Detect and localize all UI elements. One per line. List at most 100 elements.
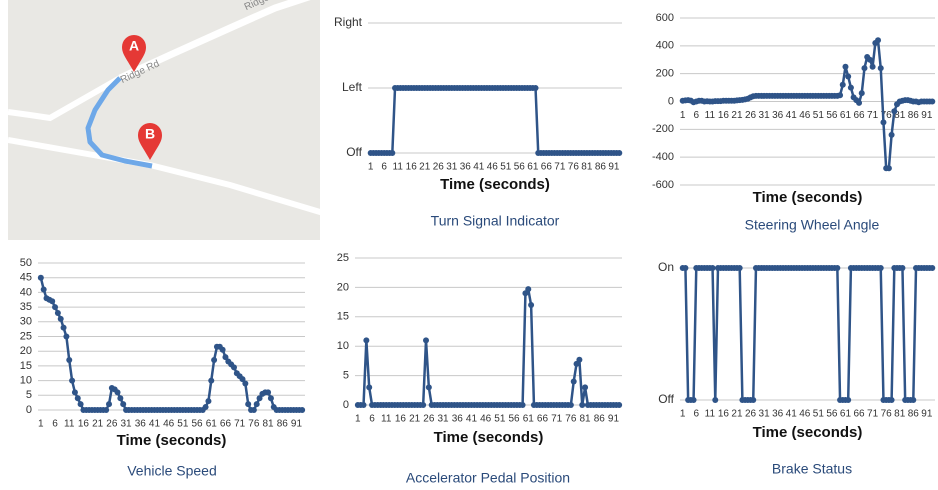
y-tick-label: -400 xyxy=(652,151,674,163)
data-line xyxy=(39,277,303,412)
x-tick-label: 51 xyxy=(494,414,506,425)
x-tick-label: 86 xyxy=(595,162,607,173)
road xyxy=(8,75,122,122)
y-tick-label: 25 xyxy=(20,330,32,342)
x-tick-label: 51 xyxy=(813,409,825,420)
x-axis-label: Time (seconds) xyxy=(434,429,544,446)
x-tick-label: 66 xyxy=(537,414,549,425)
data-point xyxy=(205,398,212,405)
x-tick-label: 1 xyxy=(355,414,361,425)
x-tick-label: 21 xyxy=(92,419,104,430)
data-line xyxy=(682,266,933,402)
data-point xyxy=(54,309,61,316)
data-point xyxy=(856,99,863,106)
x-tick-label: 11 xyxy=(381,414,392,425)
data-point xyxy=(847,84,854,91)
data-point xyxy=(888,397,895,403)
x-tick-label: 41 xyxy=(149,419,161,430)
x-tick-label: 21 xyxy=(409,414,421,425)
data-point xyxy=(106,401,113,408)
x-tick-label: 11 xyxy=(64,419,75,430)
data-point xyxy=(299,407,306,413)
y-tick-label: 20 xyxy=(20,345,32,357)
marker-label: B xyxy=(145,126,155,142)
data-point xyxy=(222,354,229,361)
data-point xyxy=(37,274,44,281)
x-tick-label: 1 xyxy=(368,162,374,173)
data-point xyxy=(736,265,743,271)
data-point xyxy=(861,65,868,72)
data-line xyxy=(370,86,620,155)
data-point xyxy=(709,265,716,271)
y-tick-label: Off xyxy=(658,392,674,406)
route xyxy=(85,76,153,169)
data-point xyxy=(69,377,76,384)
marker-label: A xyxy=(129,38,139,54)
data-point xyxy=(579,402,586,408)
data-point xyxy=(250,407,257,413)
x-tick-label: 86 xyxy=(277,419,289,430)
x-tick-label: 66 xyxy=(220,419,232,430)
x-tick-label: 81 xyxy=(263,419,275,430)
map-background xyxy=(8,0,320,240)
chart-title: Accelerator Pedal Position xyxy=(406,470,570,485)
data-point xyxy=(885,165,892,172)
data-point xyxy=(242,380,249,387)
data-point xyxy=(532,85,539,91)
data-point xyxy=(60,324,67,331)
x-axis-label: Time (seconds) xyxy=(440,176,550,193)
x-tick-label: 1 xyxy=(38,419,44,430)
x-tick-label: 31 xyxy=(759,409,771,420)
x-tick-label: 6 xyxy=(369,414,375,425)
data-line xyxy=(357,287,620,407)
data-point xyxy=(616,402,623,408)
data-point xyxy=(845,397,852,403)
y-tick-label: Off xyxy=(346,145,362,159)
y-tick-label: 10 xyxy=(337,340,349,352)
x-tick-label: 86 xyxy=(908,110,920,121)
data-point xyxy=(366,384,373,391)
marker[interactable]: B xyxy=(138,123,162,160)
data-point xyxy=(74,395,81,402)
x-tick-label: 66 xyxy=(541,162,553,173)
x-tick-label: 66 xyxy=(853,110,865,121)
data-point xyxy=(576,356,583,363)
data-point xyxy=(519,402,526,408)
data-point xyxy=(253,401,260,408)
data-point xyxy=(839,81,846,88)
x-tick-label: 26 xyxy=(433,162,445,173)
data-point xyxy=(40,286,47,293)
data-point xyxy=(120,401,127,408)
x-tick-label: 76 xyxy=(248,419,260,430)
data-point xyxy=(834,265,841,271)
chart-title: Brake Status xyxy=(772,461,852,477)
data-point xyxy=(63,333,70,340)
x-tick-label: 46 xyxy=(799,409,811,420)
marker[interactable]: A xyxy=(122,35,146,72)
data-point xyxy=(682,265,689,271)
x-tick-label: 56 xyxy=(826,110,838,121)
data-point xyxy=(880,119,887,126)
x-tick-label: 26 xyxy=(423,414,435,425)
y-tick-label: 25 xyxy=(337,252,349,264)
x-axis-label: Time (seconds) xyxy=(753,189,863,206)
x-tick-label: 76 xyxy=(568,162,580,173)
chart-title: Vehicle Speed xyxy=(127,463,217,479)
x-tick-label: 71 xyxy=(551,414,563,425)
x-tick-label: 1 xyxy=(680,409,686,420)
x-tick-label: 71 xyxy=(867,110,879,121)
data-point xyxy=(837,92,844,99)
data-point xyxy=(363,337,370,344)
x-tick-label: 61 xyxy=(527,162,539,173)
x-tick-label: 76 xyxy=(881,409,893,420)
data-point xyxy=(77,401,84,408)
x-tick-label: 1 xyxy=(680,110,686,121)
x-tick-label: 16 xyxy=(78,419,90,430)
data-point xyxy=(52,304,59,311)
data-point xyxy=(208,377,215,384)
